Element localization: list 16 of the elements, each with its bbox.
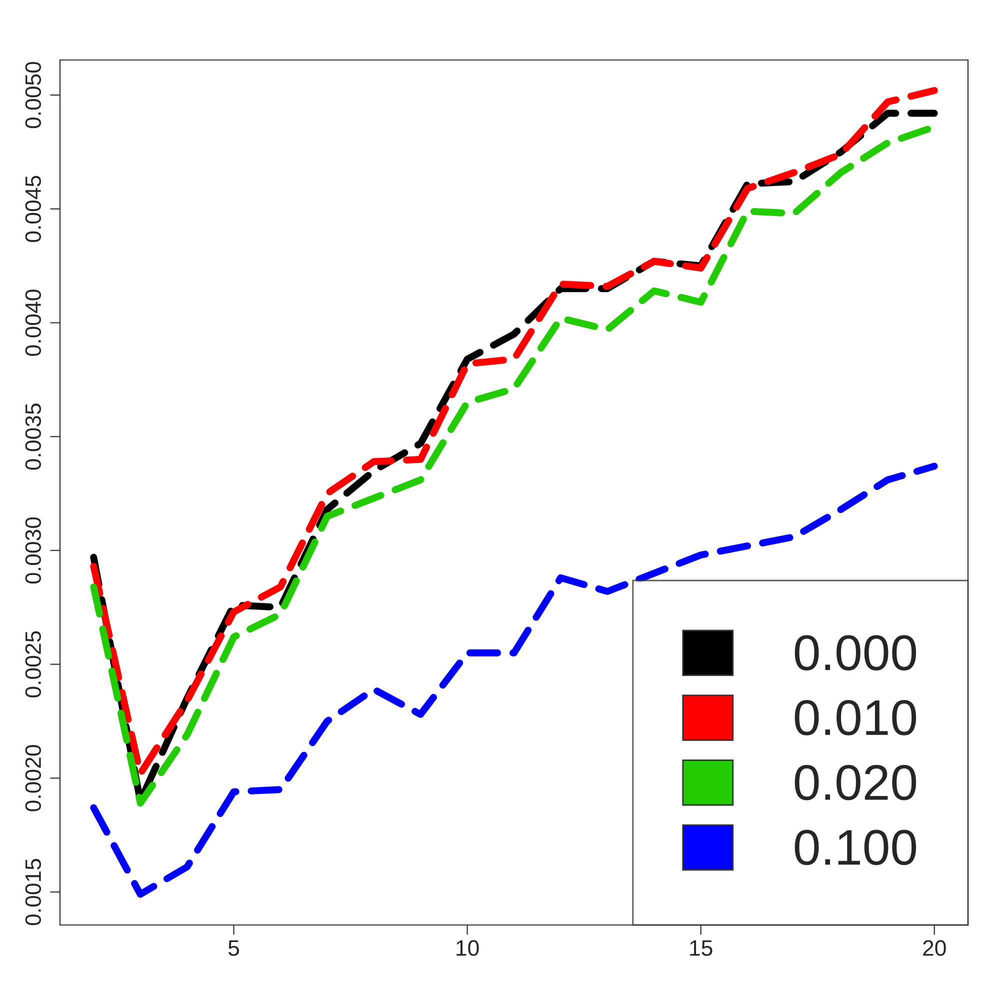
y-tick-label: 0.0025 — [25, 631, 42, 698]
y-tick-label: 0.0035 — [25, 404, 42, 470]
x-tick-label: 15 — [690, 940, 712, 956]
x-tick-label: 5 — [228, 940, 239, 956]
y-tick-label: 0.0045 — [25, 176, 42, 242]
legend-label: 0.000 — [794, 635, 916, 670]
legend-label: 0.020 — [794, 764, 916, 800]
legend-label: 0.100 — [794, 830, 916, 866]
y-tick-label: 0.0030 — [25, 517, 42, 584]
y-tick-label: 0.0015 — [25, 858, 42, 926]
x-tick-label: 10 — [456, 940, 479, 956]
y-tick-label: 0.0020 — [25, 745, 42, 812]
y-tick-label: 0.0040 — [25, 290, 42, 356]
x-tick-label: 20 — [923, 940, 946, 956]
legend-label: 0.010 — [794, 700, 916, 736]
y-tick-label: 0.0050 — [25, 62, 42, 128]
